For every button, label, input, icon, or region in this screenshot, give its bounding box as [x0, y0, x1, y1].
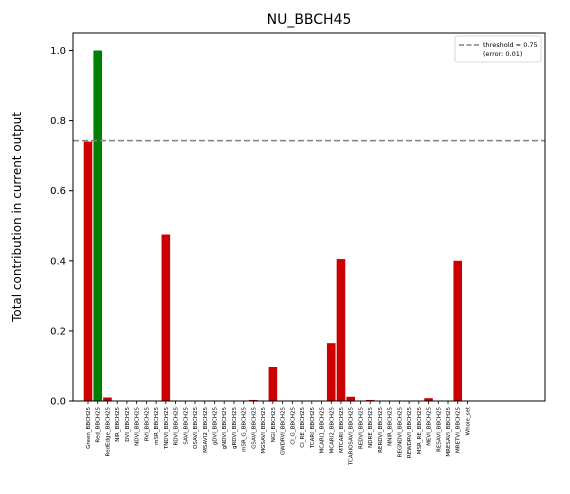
x-tick-label: CI_RE_BBCH25: [300, 407, 306, 448]
bar-MCARI2_BBCH25: [326, 343, 336, 401]
x-tick-label: NNIR_BBCH25: [388, 407, 394, 446]
chart-title: NU_BBCH45: [267, 12, 352, 28]
x-tick-label: TNDVI_BBCH25: [164, 407, 170, 451]
x-tick-label: TCARIOSAVI_BBCH25: [349, 407, 355, 466]
x-tick-label: RERDVI_BBCH25: [378, 407, 384, 453]
x-tick-label: RedEdge_BBCH25: [105, 407, 111, 457]
x-tick-label: GWDRVI_BBCH25: [281, 407, 287, 456]
bar-Red_BBCH25: [93, 50, 103, 402]
x-tick-label: SAVI_BBCH25: [183, 407, 189, 445]
x-tick-label: NIR_BBCH25: [115, 407, 121, 442]
x-tick-label: MSAVI2_BBCH25: [203, 407, 209, 453]
y-axis-ticks: 0.0 0.2 0.4 0.6 0.8 1.0: [50, 46, 73, 408]
x-tick-label: MRETVI_BBCH25: [456, 407, 462, 453]
bar-MEVI_BBCH25: [424, 398, 433, 401]
x-axis-ticks: Green_BBCH25 Red_BBCH25 RedEdge_BBCH25 NIR_…: [86, 401, 471, 466]
bar-MTCARI_BBCH25: [336, 259, 346, 401]
x-tick-label: TCARI_BBCH25: [310, 407, 316, 450]
legend-box: [454, 35, 542, 63]
x-tick-label: gDVI_BBCH25: [212, 407, 218, 446]
x-tick-label: NDVI_BBCH25: [135, 407, 141, 446]
x-tick-label: MCARI1_BBCH25: [320, 407, 326, 454]
bar-NGI_BBCH25: [268, 367, 278, 401]
x-tick-label: mSR_BBCH25: [154, 407, 160, 445]
x-tick-label: CI_G_BBCH25: [290, 407, 296, 445]
x-tick-label: GSAVI_BBCH25: [251, 407, 257, 449]
y-tick-label: 0.6: [50, 186, 66, 197]
x-tick-label: MGSAVI_BBCH25: [261, 407, 267, 454]
x-tick-label: DVI_BBCH25: [125, 407, 131, 442]
x-tick-label: MRESAVI_BBCH25: [446, 407, 452, 457]
x-tick-label: MTCARI_BBCH25: [339, 407, 345, 454]
x-tick-label: RVI_BBCH25: [144, 407, 150, 442]
bars-group: [83, 50, 463, 402]
x-tick-label: REWDRVI_BBCH25: [407, 407, 413, 459]
legend-threshold-label: threshold = 0.75: [483, 41, 538, 49]
x-tick-label: mSR_G_BBCH25: [242, 407, 248, 452]
x-tick-label: gNDVI_BBCH25: [222, 407, 228, 450]
y-tick-label: 1.0: [50, 46, 66, 57]
y-tick-label: 0.2: [50, 326, 66, 337]
x-tick-label: REDVI_BBCH25: [358, 407, 364, 449]
x-tick-label: MSR_RE_BBCH25: [417, 407, 423, 455]
x-tick-label: NGI_BBCH25: [271, 407, 277, 443]
bar-RedEdge_BBCH25: [103, 397, 112, 401]
x-tick-label: MEVI_BBCH25: [427, 407, 433, 446]
x-tick-label: OSAVI_BBCH25: [193, 407, 199, 449]
bar-TCARIOSAVI_BBCH25: [346, 396, 356, 401]
x-tick-label: NDRE_BBCH25: [368, 407, 374, 448]
x-tick-label: Whole_set: [465, 406, 471, 435]
bar-GSAVI_BBCH25: [249, 399, 258, 401]
bar-NDRE_BBCH25: [365, 399, 375, 401]
y-tick-label: 0.0: [50, 397, 66, 408]
legend: threshold = 0.75 (error: 0.01): [454, 35, 542, 63]
x-tick-label: Green_BBCH25: [86, 407, 92, 449]
bar-TNDVI_BBCH25: [161, 234, 171, 401]
x-tick-label: MCARI2_BBCH25: [329, 407, 335, 454]
y-tick-label: 0.8: [50, 116, 66, 127]
bar-MRETVI_BBCH25: [453, 260, 463, 401]
y-axis-label: Total contribution in current output: [10, 112, 24, 323]
plot-frame: [72, 32, 546, 402]
x-tick-label: gRDVI_BBCH25: [232, 407, 238, 450]
x-tick-label: RESAVI_BBCH25: [436, 406, 442, 451]
y-tick-label: 0.4: [50, 256, 66, 267]
x-tick-label: RDVI_BBCH25: [174, 407, 180, 446]
x-tick-label: Red_BBCH25: [96, 407, 102, 443]
bar-Green_BBCH25: [83, 141, 93, 401]
legend-error-label: (error: 0.01): [483, 50, 522, 58]
x-tick-label: REGNDVI_BBCH25: [397, 407, 403, 458]
